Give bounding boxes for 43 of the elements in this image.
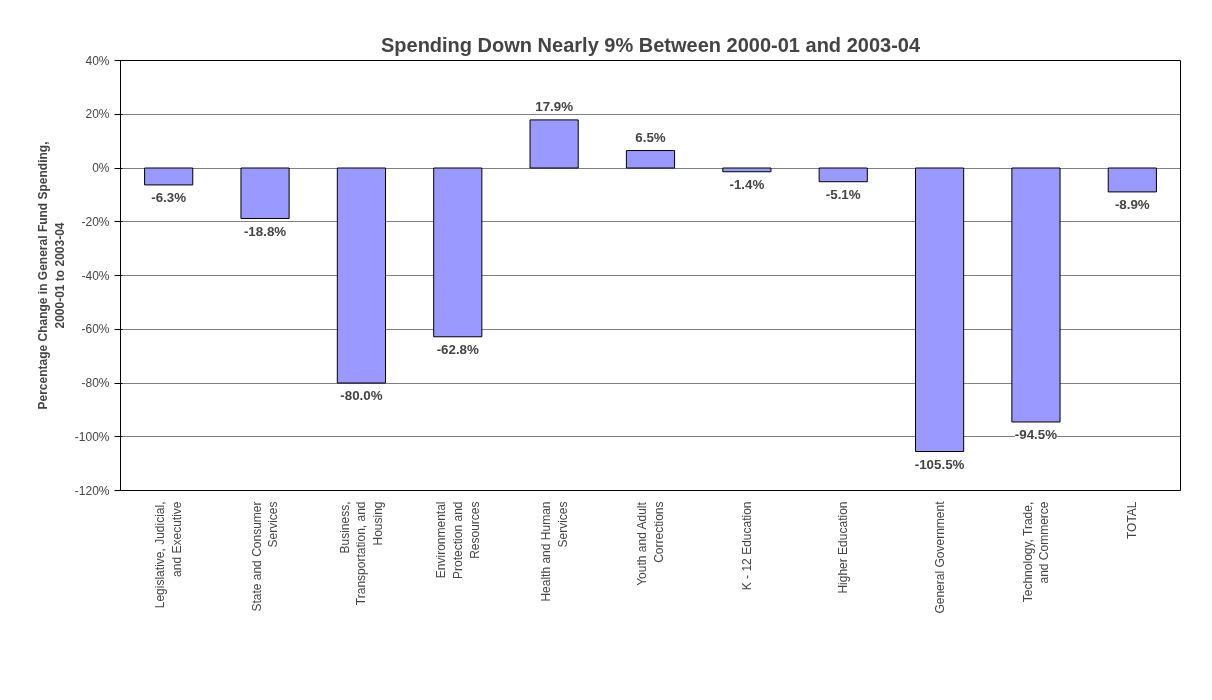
y-axis-title: Percentage Change in General Fund Spending, 2000-01 to 2003-04 [36, 141, 67, 410]
x-tick-label: Legislative, Judicial, and Executive [153, 501, 185, 609]
x-tick-label: Environmental Protection and Resources [433, 501, 482, 579]
bar [818, 167, 868, 183]
y-tick-label: 40% [85, 53, 110, 68]
data-label: -18.8% [243, 223, 287, 239]
y-tick-label: -40% [81, 268, 110, 283]
bar [240, 167, 290, 220]
data-label: -80.0% [340, 388, 383, 403]
x-tick-label: Business, Transportation, and Housing [337, 501, 386, 606]
y-tick-label: -80% [81, 376, 110, 390]
data-label: -5.1% [825, 186, 861, 202]
y-tick-label: 0% [92, 161, 110, 175]
y-tick-label: -100% [74, 429, 110, 444]
bar [722, 167, 772, 173]
x-tick-label: General Government [932, 500, 947, 614]
data-label: -105.5% [914, 456, 965, 472]
x-tick-label: K - 12 Education [739, 501, 754, 591]
y-tick-label: 20% [85, 107, 110, 122]
x-tick-label: State and Consumer Services [249, 501, 281, 612]
data-label: -1.4% [729, 176, 765, 192]
bar [1011, 167, 1061, 423]
bar [144, 167, 194, 186]
bar [336, 167, 386, 384]
data-label: -6.3% [151, 189, 187, 205]
x-tick-label: Technology, Trade, and Commerce [1020, 501, 1052, 603]
data-label: -8.9% [1114, 196, 1150, 212]
data-label: -94.5% [1014, 426, 1058, 442]
bar [529, 119, 579, 169]
data-label: -62.8% [436, 341, 480, 357]
data-label: 17.9% [535, 98, 574, 114]
bar [433, 167, 483, 338]
chart-title: Spending Down Nearly 9% Between 2000-01 and 2003-04 [380, 33, 921, 56]
y-tick-label: -120% [74, 483, 110, 498]
data-label: 6.5% [635, 129, 666, 145]
x-tick-label: Youth and Adult Corrections [635, 501, 666, 586]
bar [1107, 167, 1157, 193]
y-tick-label: -60% [81, 322, 110, 337]
x-tick-label: Health and Human Services [538, 501, 570, 602]
x-tick-label: Higher Education [836, 501, 851, 594]
y-tick-label: -20% [81, 214, 110, 229]
bar [625, 150, 676, 169]
x-tick-label: TOTAL [1125, 501, 1140, 540]
